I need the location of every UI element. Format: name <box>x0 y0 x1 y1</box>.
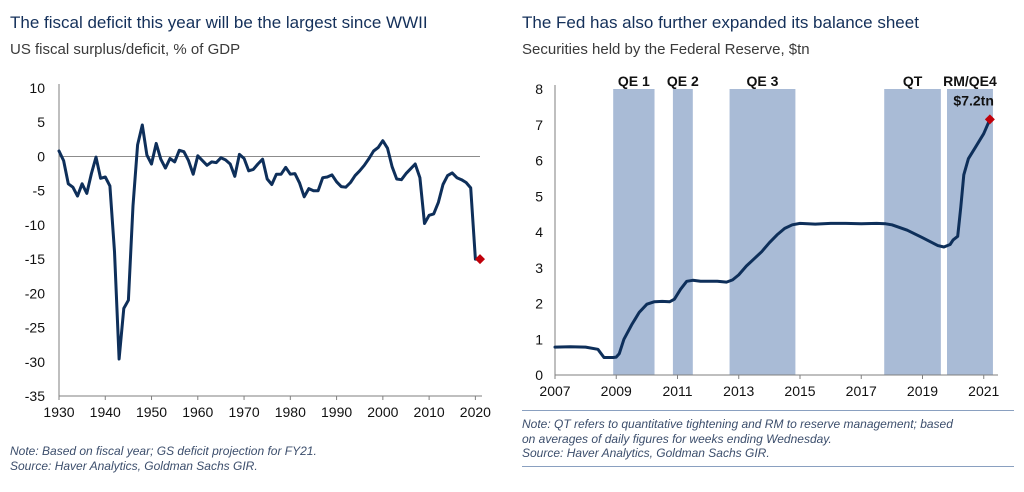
x-tick-label: 2009 <box>601 383 632 399</box>
fed-balance-sheet-chart: QE 1 QE 2 QE 3 QT RM/QE4 0 1 2 3 4 5 6 7 8 2007 2009 201… <box>535 73 999 399</box>
left-chart-subtitle: US fiscal surplus/deficit, % of GDP <box>10 41 241 58</box>
band-label: RM/QE4 <box>943 73 997 89</box>
y-tick-label: -5 <box>33 183 46 199</box>
y-tick-label: 3 <box>535 260 543 276</box>
right-note-bottom-rule <box>522 466 1014 467</box>
y-tick-label: 8 <box>535 81 543 97</box>
band-label: QE 2 <box>667 73 699 89</box>
policy-band <box>947 89 993 375</box>
right-chart-title: The Fed has also further expanded its ba… <box>522 13 919 32</box>
y-tick-label: 7 <box>535 117 543 133</box>
y-tick-label: -15 <box>25 251 45 267</box>
x-tick-label: 2013 <box>723 383 754 399</box>
y-tick-label: -10 <box>25 217 45 233</box>
x-tick-label: 1930 <box>43 404 74 420</box>
x-tick-label: 2000 <box>367 404 398 420</box>
y-tick-label: 10 <box>29 80 45 96</box>
y-tick-label: 0 <box>535 367 543 383</box>
latest-value-marker <box>984 114 995 125</box>
left-chart-notes: Note: Based on fiscal year; GS deficit p… <box>10 444 490 473</box>
right-source-line: Source: Haver Analytics, Goldman Sachs G… <box>522 446 770 460</box>
x-tick-label: 2020 <box>460 404 491 420</box>
policy-band <box>672 89 693 375</box>
x-tick-label: 1970 <box>228 404 259 420</box>
left-chart-title: The fiscal deficit this year will be the… <box>10 13 428 32</box>
x-tick-label: 1980 <box>275 404 306 420</box>
x-tick-label: 2007 <box>539 383 570 399</box>
y-tick-label: 0 <box>37 148 45 164</box>
policy-band <box>729 89 796 375</box>
right-note-line-2: on averages of daily figures for weeks e… <box>522 431 832 446</box>
fy21-projection-marker <box>475 254 485 265</box>
band-label: QT <box>903 73 923 89</box>
x-tick-label: 2021 <box>968 383 999 399</box>
right-chart-panel: The Fed has also further expanded its ba… <box>512 0 1024 492</box>
right-note-line-1: Note: QT refers to quantitative tighteni… <box>522 417 953 431</box>
right-chart-subtitle: Securities held by the Federal Reserve, … <box>522 41 810 58</box>
x-tick-label: 1950 <box>136 404 167 420</box>
x-tick-label: 2015 <box>784 383 815 399</box>
latest-value-label: $7.2tn <box>953 92 993 108</box>
x-tick-label: 2017 <box>846 383 877 399</box>
right-chart-notes: Note: QT refers to quantitative tighteni… <box>522 417 1017 461</box>
x-tick-label: 2019 <box>907 383 938 399</box>
left-chart-panel: The fiscal deficit this year will be the… <box>0 0 500 492</box>
y-tick-label: 1 <box>535 331 543 347</box>
y-tick-label: 4 <box>535 224 543 240</box>
y-tick-label: -35 <box>25 388 45 404</box>
band-label: QE 1 <box>618 73 650 89</box>
deficit-series-line <box>57 123 482 361</box>
x-tick-label: 1990 <box>321 404 352 420</box>
y-tick-label: 5 <box>37 114 45 130</box>
x-tick-label: 2010 <box>414 404 445 420</box>
x-tick-label: 2011 <box>662 383 692 399</box>
x-tick-label: 1940 <box>90 404 121 420</box>
band-label: QE 3 <box>747 73 779 89</box>
y-tick-label: 6 <box>535 153 543 169</box>
left-note-line: Note: Based on fiscal year; GS deficit p… <box>10 444 317 458</box>
y-tick-label: -20 <box>25 285 45 301</box>
right-note-top-rule <box>522 410 1014 411</box>
left-source-line: Source: Haver Analytics, Goldman Sachs G… <box>10 458 258 473</box>
y-tick-label: 2 <box>535 296 543 312</box>
y-tick-label: -30 <box>25 354 45 370</box>
x-tick-label: 1960 <box>182 404 213 420</box>
securities-series-line <box>553 117 992 359</box>
policy-band <box>613 89 655 375</box>
y-tick-label: 5 <box>535 188 543 204</box>
y-tick-label: -25 <box>25 320 45 336</box>
